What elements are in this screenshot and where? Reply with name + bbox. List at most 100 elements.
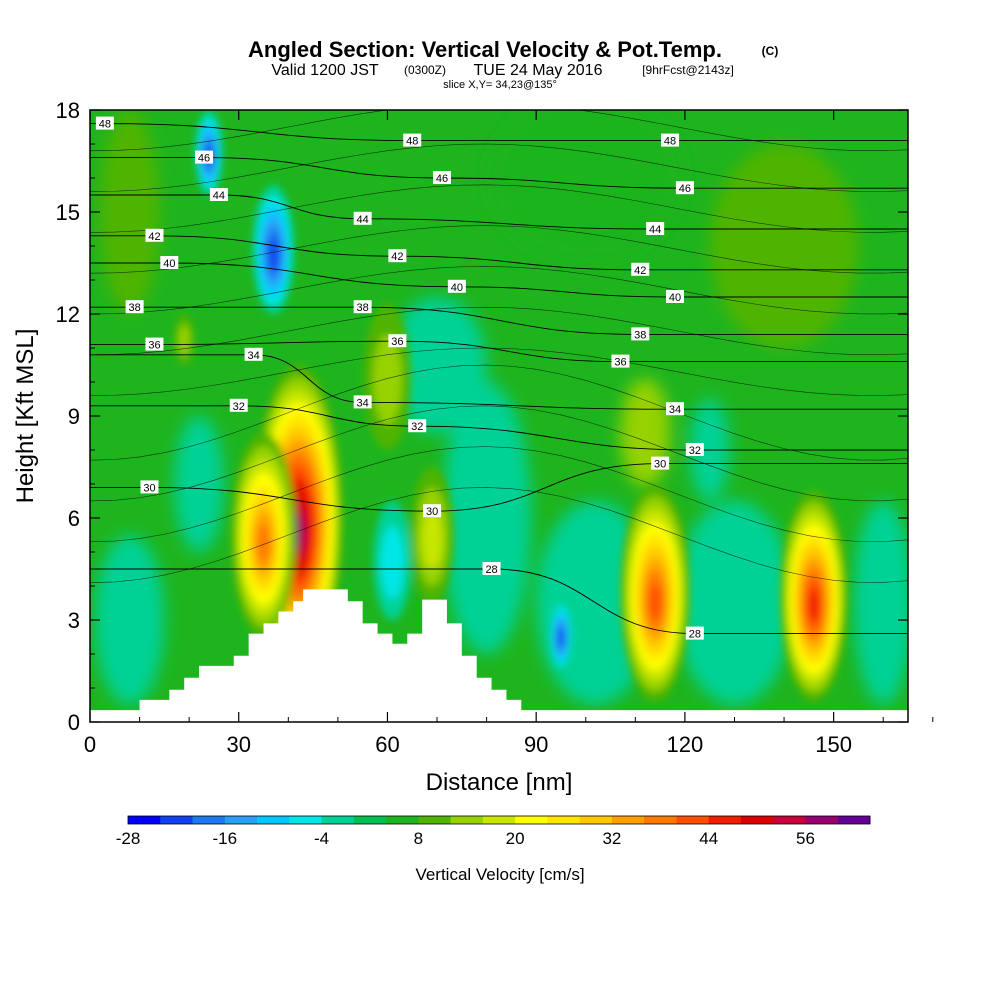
y-tick-label: 3 (68, 608, 80, 633)
downdraft-core-7 (252, 184, 295, 314)
field-band-4 (853, 501, 908, 705)
subtitle-date: TUE 24 May 2016 (474, 62, 603, 79)
isotherm-label: 40 (447, 279, 466, 294)
isotherm-label-text: 48 (99, 119, 111, 131)
isotherm-label-text: 42 (634, 265, 646, 277)
isotherm-line-minor (90, 446, 908, 543)
colorbar-swatch (289, 816, 323, 824)
isotherm-label-text: 46 (198, 153, 210, 165)
isotherm-label: 32 (685, 443, 704, 457)
isotherm-line-minor (90, 225, 908, 274)
isotherm-label-text: 44 (357, 214, 369, 226)
y-tick-label: 0 (68, 710, 80, 735)
field-band-0 (94, 535, 165, 705)
colorbar-swatch (257, 816, 290, 824)
y-tick-label: 6 (68, 506, 80, 531)
isotherm-label: 36 (388, 334, 407, 348)
subtitle-forecast: [9hrFcst@2143z] (642, 63, 734, 77)
isotherm-label-text: 42 (391, 251, 403, 263)
isotherm-label-text: 48 (406, 136, 418, 148)
isotherm-label-text: 44 (213, 190, 225, 202)
chart-title: Angled Section: Vertical Velocity & Pot.… (248, 37, 722, 62)
isotherm-label-text: 48 (664, 136, 676, 148)
core-band (380, 526, 405, 600)
subtitle-valid: Valid 1200 JST (271, 62, 379, 79)
field-band-3 (674, 501, 794, 705)
core-band (558, 629, 564, 647)
isotherm-label: 42 (145, 228, 164, 243)
colorbar-swatch (547, 816, 581, 824)
core-band (178, 324, 191, 357)
colorbar-swatch (676, 816, 710, 824)
isotherm-line-minor (90, 143, 908, 192)
colorbar-frame (127, 815, 871, 825)
isotherm-label-text: 44 (649, 224, 661, 236)
isotherm-line-minor (90, 347, 908, 396)
isotherm-label-text: 46 (436, 173, 448, 185)
colorbar-tick-label: 8 (414, 829, 423, 848)
isotherm-line-28 (90, 568, 908, 635)
isotherm-label-text: 38 (128, 302, 140, 314)
isotherm-label: 34 (665, 402, 684, 416)
isotherm-label-text: 38 (634, 329, 646, 341)
colorbar: -28 -16 -4 8 20 32 44 56 (116, 815, 871, 848)
colorbar-swatch (353, 816, 387, 824)
field-band-9 (620, 378, 671, 488)
isotherm-label-text: 32 (689, 445, 701, 457)
x-tick-label: 60 (375, 732, 399, 757)
field-band-5 (486, 110, 685, 263)
colorbar-swatch (611, 816, 645, 824)
isotherm-line-minor (90, 405, 908, 502)
y-tick-label: 15 (56, 200, 80, 225)
isotherm-label-text: 30 (654, 459, 666, 471)
isotherm-labels: 48 48 48 46 46 46 44 44 44 42 42 42 40 40 40 38 38 38 36 36… (95, 116, 704, 641)
isotherm-label: 40 (665, 290, 684, 304)
colorbar-swatch (386, 816, 419, 824)
field-band-11 (174, 416, 224, 552)
updraft-core-4 (410, 467, 454, 603)
isotherm-label-text: 36 (391, 336, 403, 348)
isotherm-label: 44 (209, 188, 228, 202)
isotherm-line-minor (90, 306, 908, 356)
updraft-core-2 (620, 484, 690, 702)
isotherm-label: 46 (675, 181, 694, 195)
colorbar-swatch (515, 816, 548, 824)
colorbar-swatch (740, 816, 774, 824)
isotherm-label: 28 (482, 562, 501, 576)
isotherm-label-text: 46 (679, 183, 691, 195)
terrain-mask (90, 589, 908, 722)
isotherm-label: 44 (646, 222, 665, 236)
isotherm-label: 48 (95, 116, 114, 131)
isotherm-label-text: 28 (689, 629, 701, 641)
isotherm-label: 48 (403, 133, 422, 148)
isotherm-label: 32 (408, 419, 427, 433)
isotherm-label: 34 (244, 347, 263, 362)
core-band (808, 589, 819, 622)
colorbar-swatch (418, 816, 452, 824)
isotherm-label-text: 38 (357, 302, 369, 314)
core-band (257, 524, 270, 563)
y-tick-label: 12 (56, 302, 80, 327)
colorbar-swatch (482, 816, 516, 824)
colorbar-tick-label: 20 (506, 829, 525, 848)
isotherm-label-text: 42 (148, 231, 160, 243)
colorbar-label: Vertical Velocity [cm/s] (415, 865, 584, 884)
isotherm-label: 32 (229, 398, 248, 413)
isotherm-line-minor (90, 487, 908, 583)
colorbar-tick-label: -28 (116, 829, 141, 848)
isotherm-line-minor (90, 364, 908, 461)
downdraft-core-9 (549, 599, 573, 671)
colorbar-tick-label: -16 (212, 829, 237, 848)
isotherm-label: 46 (195, 150, 214, 165)
colorbar-swatch (773, 816, 806, 824)
isotherm-label-text: 34 (357, 397, 369, 409)
colorbar-swatch (579, 816, 613, 824)
core-band (649, 583, 661, 620)
colorbar-swatch (450, 816, 484, 824)
isotherm-label-text: 34 (247, 350, 259, 362)
core-band (422, 508, 442, 569)
isotherm-label: 40 (160, 256, 179, 270)
x-tick-label: 90 (524, 732, 548, 757)
y-tick-label: 18 (56, 98, 80, 123)
